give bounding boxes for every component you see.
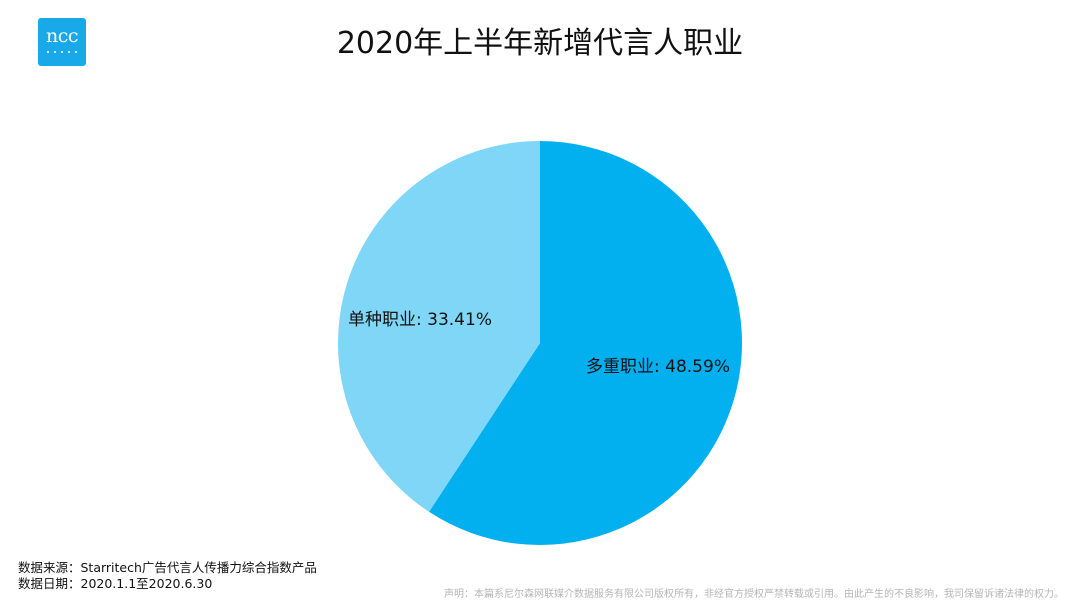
slice-label: 单种职业: 33.41%: [348, 310, 492, 330]
slice-label: 多重职业: 48.59%: [586, 357, 730, 377]
data-source-text: 数据来源：Starritech广告代言人传播力综合指数产品: [18, 560, 317, 575]
footer-notes: 数据来源：Starritech广告代言人传播力综合指数产品 数据日期：2020.…: [18, 560, 317, 592]
chart-title: 2020年上半年新增代言人职业: [336, 26, 744, 61]
logo-dots: [47, 51, 77, 53]
ncc-logo: ncc: [38, 18, 86, 66]
disclaimer-text: 声明：本篇系尼尔森网联媒介数据服务有限公司版权所有，非经官方授权严禁转载或引用。…: [444, 589, 1064, 600]
logo-text: ncc: [45, 25, 79, 47]
pie-slice: [337, 140, 540, 512]
pie-slice: [429, 141, 742, 546]
data-date-text: 数据日期：2020.1.1至2020.6.30: [18, 576, 213, 591]
